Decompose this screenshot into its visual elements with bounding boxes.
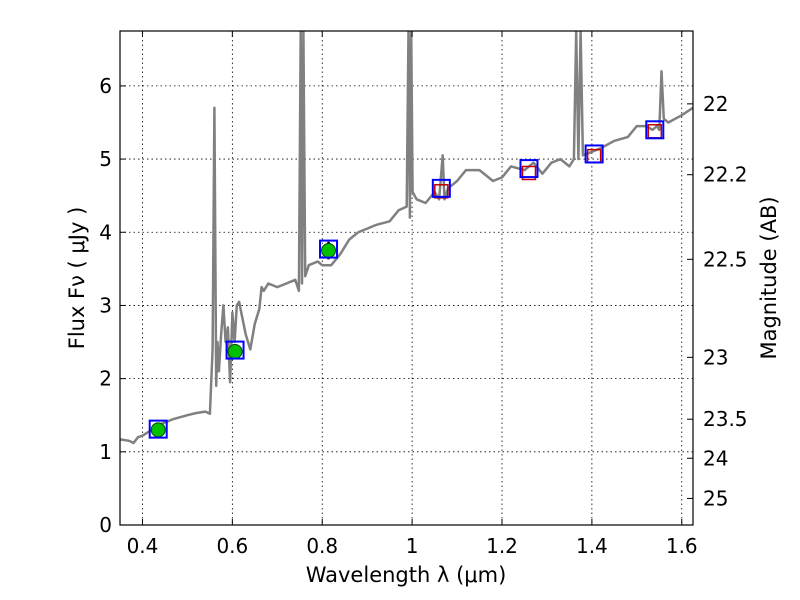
- spectrum-line: [120, 31, 693, 445]
- mag-tick-label: 22.2: [703, 163, 748, 187]
- x-axis-label: Wavelength λ (μm): [306, 563, 507, 587]
- x-tick-label: 1: [406, 534, 419, 558]
- mag-tick-label: 23.5: [703, 407, 748, 431]
- y-axis-label: Flux Fν ( μJy ): [65, 207, 89, 350]
- plot-frame: [119, 30, 694, 526]
- y-tick-label: 4: [99, 220, 112, 244]
- model-point-marker: [584, 144, 604, 164]
- mag-tick-label: 22.5: [703, 247, 748, 271]
- x-tick-label: 0.8: [306, 534, 338, 558]
- y-tick-label: 3: [99, 293, 112, 317]
- observed-point-marker: [227, 344, 243, 360]
- mag-tick-label: 24: [703, 446, 728, 470]
- ticks: 0.4 0.6 0.8 1 1.2 1.4 1.601234562222.222.52323…: [99, 31, 748, 558]
- model-point-marker: [431, 178, 451, 198]
- x-tick-label: 0.4: [127, 534, 159, 558]
- model-point-marker: [645, 120, 665, 140]
- x-tick-label: 1.2: [486, 534, 518, 558]
- model-point-marker: [148, 419, 168, 439]
- y-tick-label: 2: [99, 367, 112, 391]
- y-tick-label: 6: [99, 74, 112, 98]
- mag-tick-label: 23: [703, 345, 728, 369]
- y-tick-label: 0: [99, 513, 112, 537]
- y-tick-label: 1: [99, 440, 112, 464]
- right-axis-label: Magnitude (AB): [757, 196, 781, 359]
- y-tick-label: 5: [99, 147, 112, 171]
- observed-point-marker: [150, 422, 166, 438]
- model-point-marker: [519, 159, 539, 179]
- mag-tick-label: 25: [703, 486, 728, 510]
- plot-area: [120, 31, 693, 445]
- model-point-marker: [225, 340, 245, 360]
- mag-tick-label: 22: [703, 92, 728, 116]
- x-tick-label: 1.4: [576, 534, 608, 558]
- ir-point-marker: [521, 165, 537, 181]
- observed-point-marker: [321, 243, 337, 259]
- model-point-marker: [319, 239, 339, 259]
- x-tick-label: 1.6: [666, 534, 698, 558]
- x-tick-label: 0.6: [216, 534, 248, 558]
